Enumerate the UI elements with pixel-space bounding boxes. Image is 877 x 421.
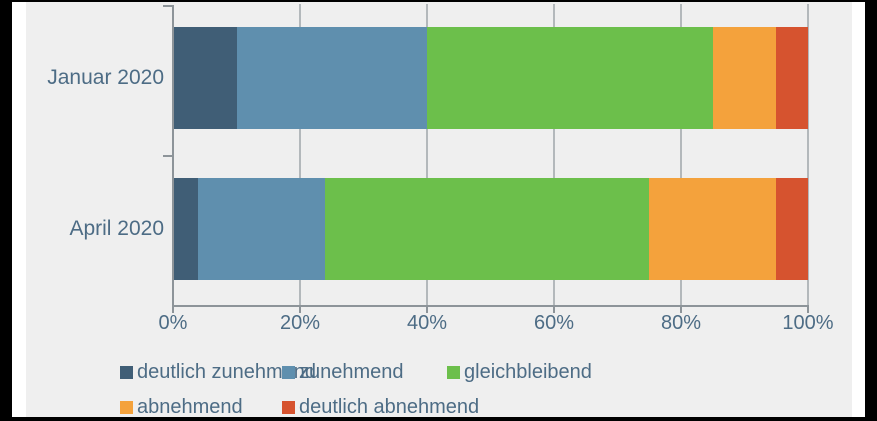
x-axis-tick [299,307,301,313]
x-tick-label: 0% [158,312,188,334]
bar-segment [173,27,237,129]
legend-label: zunehmend [299,360,404,383]
plot-area [163,2,809,313]
chart-card: Januar 2020 April 2020 0% 20% 40% 60% 80% 100%… [12,2,865,418]
legend-item: deutlich zunehmend [120,361,316,383]
legend-swatch [120,400,133,414]
gridline [426,4,428,305]
bar-segment [712,27,777,129]
y-axis-tick [163,155,172,157]
x-axis-line [172,305,809,307]
bar-segment [198,178,326,280]
legend-label: deutlich zunehmend [137,360,317,383]
legend-swatch [282,365,295,379]
bar-segment [173,178,199,280]
gridline [299,4,301,305]
bar-segment [236,27,427,129]
x-axis-tick [807,307,809,313]
bar-segment [776,178,808,280]
legend-item: deutlich abnehmend [282,396,479,418]
legend-item: zunehmend [282,361,404,383]
legend-item: gleichbleibend [447,361,592,383]
x-tick-label: 40% [406,312,448,334]
legend-item: abnehmend [120,396,243,418]
legend-swatch [120,365,133,379]
bar-segment [776,27,808,129]
legend-label: deutlich abnehmend [299,395,480,418]
y-axis-line [172,5,174,305]
x-axis-tick [426,307,428,313]
bar-row [173,27,808,129]
bar-segment [325,178,650,280]
x-tick-label: 80% [660,312,702,334]
chart-panel: Januar 2020 April 2020 0% 20% 40% 60% 80% 100%… [26,2,852,418]
legend-swatch [282,400,295,414]
x-axis-tick [553,307,555,313]
gridline [807,4,809,305]
category-label: April 2020 [69,217,164,240]
gridline [680,4,682,305]
gridline [553,4,555,305]
legend-label: gleichbleibend [464,360,592,383]
legend-swatch [447,365,460,379]
x-tick-label: 20% [279,312,321,334]
bar-segment [649,178,777,280]
x-axis-tick [680,307,682,313]
bar-segment [427,27,713,129]
bar-row [173,178,808,280]
x-axis-tick [172,307,174,313]
x-tick-label: 60% [533,312,575,334]
y-axis-tick [163,5,172,7]
legend-label: abnehmend [137,395,243,418]
x-tick-label: 100% [782,312,834,334]
category-label: Januar 2020 [47,66,164,89]
